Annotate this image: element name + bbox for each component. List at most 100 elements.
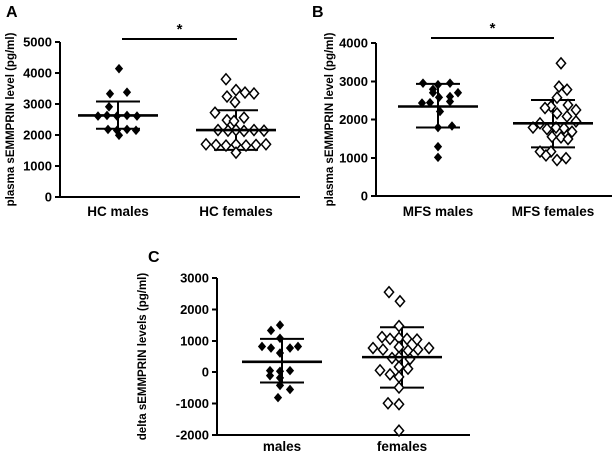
data-point-filled-diamond — [112, 125, 122, 136]
data-point-open-diamond — [260, 137, 272, 151]
data-point-open-diamond — [541, 122, 553, 136]
y-tick-label: 0 — [361, 189, 368, 204]
data-point-open-diamond — [250, 138, 262, 152]
data-point-open-diamond — [412, 343, 424, 357]
y-tick-label: 0 — [202, 365, 209, 380]
data-point-open-diamond — [210, 138, 222, 152]
y-tick-label: 1000 — [23, 159, 52, 174]
data-point-open-diamond — [539, 101, 551, 115]
data-point-filled-diamond — [131, 125, 141, 136]
data-point-open-diamond — [394, 294, 406, 308]
y-axis-label: plasma sEMMPRIN level (pg/ml) — [324, 32, 336, 206]
data-point-open-diamond — [553, 80, 565, 94]
data-point-open-diamond — [221, 90, 233, 104]
data-point-open-diamond — [551, 91, 563, 105]
data-point-open-diamond — [382, 396, 394, 410]
y-axis-label: delta sEMMPRIN levels (pg/ml) — [137, 273, 149, 441]
y-tick-label: 3000 — [180, 271, 209, 286]
data-point-open-diamond — [229, 95, 241, 109]
data-point-open-diamond — [540, 148, 552, 163]
data-point-open-diamond — [570, 103, 582, 117]
data-point-open-diamond — [550, 120, 562, 135]
data-point-open-diamond — [561, 109, 573, 123]
data-point-open-diamond — [220, 138, 232, 153]
data-point-open-diamond — [546, 130, 558, 144]
data-point-filled-diamond — [275, 320, 285, 330]
x-category-label: MFS males — [403, 204, 474, 219]
y-tick-label: -1000 — [176, 396, 209, 411]
y-tick-label: -2000 — [176, 428, 209, 443]
data-point-filled-diamond — [433, 79, 443, 90]
data-point-filled-diamond — [275, 366, 285, 377]
data-point-open-diamond — [367, 341, 379, 355]
data-point-filled-diamond — [114, 130, 124, 141]
data-point-open-diamond — [230, 83, 242, 97]
x-category-label: HC males — [87, 204, 149, 219]
panel-letter: C — [148, 249, 160, 266]
data-point-open-diamond — [228, 114, 240, 128]
y-tick-label: 5000 — [23, 35, 52, 50]
data-point-filled-diamond — [105, 88, 115, 99]
data-point-filled-diamond — [122, 87, 132, 98]
data-point-open-diamond — [423, 341, 435, 355]
y-tick-label: 1000 — [339, 150, 368, 165]
panel-letter: B — [312, 4, 324, 21]
y-tick-label: 2000 — [180, 302, 209, 317]
data-point-open-diamond — [411, 332, 423, 347]
data-point-open-diamond — [238, 111, 250, 125]
data-point-filled-diamond — [447, 121, 457, 131]
data-point-filled-diamond — [293, 341, 303, 352]
data-point-filled-diamond — [103, 124, 113, 135]
data-point-open-diamond — [377, 343, 389, 357]
x-category-label: males — [263, 439, 301, 454]
data-point-filled-diamond — [266, 343, 276, 353]
data-point-filled-diamond — [275, 333, 285, 344]
data-point-open-diamond — [570, 114, 582, 128]
data-point-open-diamond — [393, 397, 405, 411]
data-point-open-diamond — [401, 332, 413, 346]
data-point-filled-diamond — [265, 370, 275, 381]
data-point-open-diamond — [376, 330, 388, 344]
data-point-open-diamond — [555, 130, 567, 145]
data-point-open-diamond — [220, 72, 232, 86]
data-point-filled-diamond — [433, 152, 443, 163]
data-point-filled-diamond — [285, 343, 295, 353]
x-category-label: females — [377, 439, 427, 454]
data-point-filled-diamond — [433, 122, 443, 133]
data-point-open-diamond — [561, 83, 573, 97]
data-point-open-diamond — [240, 138, 252, 153]
data-point-open-diamond — [200, 137, 212, 151]
data-point-filled-diamond — [114, 63, 124, 74]
data-point-filled-diamond — [453, 87, 463, 98]
data-point-filled-diamond — [428, 87, 438, 98]
data-point-filled-diamond — [285, 384, 295, 395]
data-point-filled-diamond — [445, 78, 455, 88]
data-point-filled-diamond — [433, 141, 443, 152]
x-category-label: MFS females — [512, 204, 595, 219]
y-tick-label: 2000 — [23, 128, 52, 143]
y-tick-label: 0 — [45, 190, 52, 205]
data-point-filled-diamond — [418, 78, 428, 88]
data-point-filled-diamond — [435, 106, 445, 117]
y-tick-label: 4000 — [23, 66, 52, 81]
y-tick-label: 4000 — [339, 36, 368, 51]
y-tick-label: 3000 — [339, 74, 368, 89]
data-point-filled-diamond — [434, 92, 444, 103]
y-axis-label: plasma sEMMPRIN level (pg/ml) — [5, 32, 17, 206]
y-tick-label: 2000 — [339, 112, 368, 127]
data-point-open-diamond — [248, 86, 260, 101]
panel-letter: A — [6, 4, 18, 21]
data-point-filled-diamond — [104, 101, 114, 112]
data-point-filled-diamond — [275, 380, 285, 391]
data-point-filled-diamond — [275, 373, 285, 383]
significance-star: * — [177, 21, 183, 38]
data-point-open-diamond — [374, 363, 386, 377]
axes-line — [59, 42, 300, 198]
